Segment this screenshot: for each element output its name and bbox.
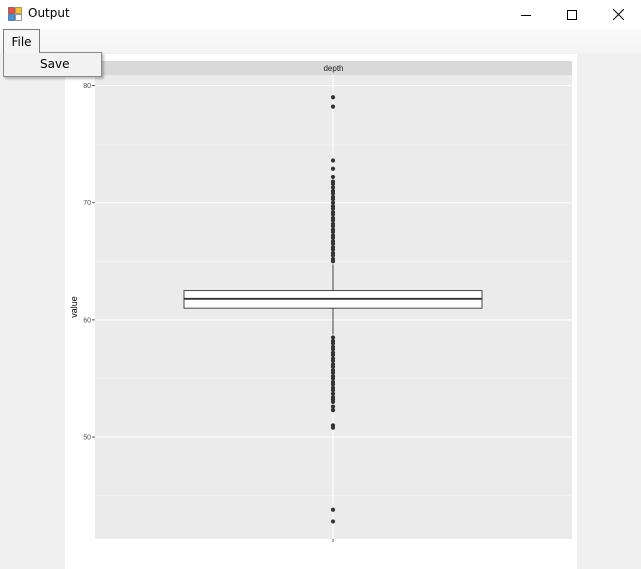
outlier-point (330, 364, 336, 369)
outlier-point (330, 191, 336, 196)
outlier-point (330, 253, 336, 258)
outlier-point (330, 200, 336, 205)
outlier-point (330, 341, 336, 346)
outlier-point (330, 218, 336, 223)
minimize-icon (521, 14, 531, 16)
boxplot-chart: depth 50 60 70 80 value (69, 61, 572, 542)
outlier-point (330, 507, 336, 512)
minimize-button[interactable] (503, 0, 549, 29)
outlier-point (330, 259, 336, 264)
outlier-point (330, 399, 336, 405)
outlier-point (330, 404, 336, 409)
outlier-point (330, 104, 336, 109)
plot-canvas: depth 50 60 70 80 value (65, 54, 577, 569)
outlier-point (330, 206, 336, 211)
outlier-point (330, 408, 336, 413)
outlier-point (330, 388, 336, 393)
facet-strip (95, 61, 572, 75)
outlier-point (330, 241, 336, 246)
close-button[interactable] (595, 0, 641, 29)
outlier-point (330, 95, 336, 100)
outlier-point (330, 519, 336, 524)
outlier-point (330, 229, 336, 235)
outlier-point (330, 335, 336, 340)
outlier-point (330, 247, 336, 252)
outlier-point (330, 352, 336, 358)
maximize-icon (567, 9, 577, 20)
facet-label: depth (323, 64, 343, 73)
outlier-point (330, 376, 336, 381)
menu-file[interactable]: File (3, 29, 40, 53)
outlier-point (330, 197, 336, 202)
outlier-point (330, 174, 336, 180)
outlier-point (330, 212, 336, 217)
file-dropdown: Save (3, 52, 102, 77)
outlier-point (330, 181, 336, 187)
app-icon (8, 7, 22, 21)
y-tick-label: 70 (83, 200, 91, 207)
menu-bar (0, 29, 641, 53)
outlier-point (330, 235, 336, 240)
outlier-point (330, 370, 336, 375)
title-bar: Output (0, 0, 641, 29)
y-axis-label: value (69, 296, 79, 318)
y-tick-label: 50 (83, 435, 91, 442)
outlier-point (330, 391, 336, 396)
menu-item-save[interactable]: Save (40, 57, 70, 71)
y-tick-label: 60 (83, 317, 91, 324)
close-icon (612, 9, 624, 20)
outlier-point (330, 166, 336, 171)
outlier-point (330, 358, 336, 363)
outlier-point (330, 185, 336, 190)
maximize-button[interactable] (549, 0, 595, 29)
outlier-point (330, 382, 336, 387)
outlier-point (330, 224, 336, 229)
window-title: Output (28, 6, 70, 20)
outlier-point (330, 158, 336, 163)
outlier-point (330, 347, 336, 352)
outlier-point (330, 425, 336, 430)
y-tick-label: 80 (83, 83, 91, 90)
